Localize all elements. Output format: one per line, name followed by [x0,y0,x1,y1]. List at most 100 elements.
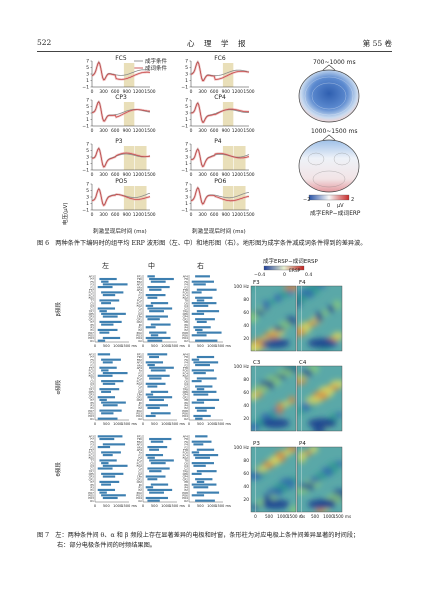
electrode-label: FC2 [137,464,142,468]
spectro-blob [251,504,259,510]
electrode-label: P4 [184,403,188,407]
significance-bar [97,445,111,449]
significance-bar [101,483,112,486]
electrode-label: P7 [90,320,94,324]
y-tick-label: 7 [185,98,188,104]
electrode-label: C5 [90,301,94,305]
spectro-blobs [251,447,296,512]
col-title-left: 左 [102,261,109,270]
electrode-label: CP5 [89,312,94,316]
significance-bar [147,296,158,299]
significance-bar [147,275,155,278]
significance-bar [102,294,116,297]
erp-channel-label: P4 [214,138,222,145]
erp-line-red [91,61,151,81]
electrode-label: FC1 [137,379,142,383]
significance-bar [150,369,166,372]
colorbar-max: 2 [351,197,354,203]
spectro-blob [251,472,262,480]
bar-x-tick-label: 0 [142,422,145,426]
electrode-label: P6 [184,483,188,487]
spectro-blob [251,311,258,323]
spectro-blob [307,499,336,510]
electrode-label: FC6 [183,451,188,455]
electrode-label: P2 [138,488,142,492]
electrode-label: P6 [184,401,188,405]
significance-bar [147,374,170,377]
significance-bar [102,496,118,500]
spectro-blob [251,391,257,401]
significance-bar [147,285,170,289]
bar-x-tick-label: 1500 ms [121,344,137,348]
significance-bar [147,396,173,399]
electrode-label: CPz [137,475,142,479]
electrode-label: P1 [138,403,142,407]
band-row-0: β频段AF3F7F5F3F1FT7FC5FC3FC1T7C5C3C1TP7CP5… [54,275,231,348]
significance-bar [101,323,114,326]
bar-x-tick-label: 1000 [161,344,171,348]
electrode-label: PO8 [182,409,188,413]
significance-bar [149,470,162,473]
electrode-label: T7 [89,459,94,463]
electrode-label: Fz [139,291,143,295]
electrode-label: CP5 [89,390,94,394]
fig7-caption: 图 7 左：两种条件间 θ、α 和 β 频段上存在显著差异的电极和时窗，条形柱为… [37,531,392,551]
x-tick-label: 300 [198,172,207,178]
electrode-label: TP7 [88,309,94,313]
electrode-label: AF3 [137,443,142,447]
electrode-label: P2 [184,328,188,332]
x-tick-label: 1500 [243,128,254,134]
electrode-label: Cz [139,467,143,471]
electrode-label: P5 [90,401,94,405]
erp-line-red [190,187,250,205]
significance-bar [195,417,203,420]
spectro-x-tick-label: 1500 ms [287,514,305,519]
spectro-y-tick-label: 100 Hz [234,445,250,451]
spectro-blob [298,451,306,463]
y-tick-label: −1 [82,85,89,91]
electrode-label: FC4 [183,453,188,457]
electrode-label: PO4 [136,496,142,500]
electrode-label: CPz [137,393,142,397]
electrode-label: C2 [138,312,142,316]
significance-bar [147,318,160,321]
electrode-label: PO3 [88,336,94,340]
x-tick-label: 600 [111,172,120,178]
bar-x-tick-label: 1000 [161,504,171,508]
electrode-label: AFz [137,285,142,289]
significance-bar [193,304,209,307]
bar-x-tick-label: 1500 ms [215,344,231,348]
topo-title-2: 1000~1500 ms [311,128,357,135]
erp-channel-label: P3 [115,138,123,145]
time-window-shade [123,146,135,170]
spectro-y-tick-label: 40 [243,484,249,490]
bar-x-tick-label: 1500 ms [215,422,231,426]
significance-bar [97,374,113,377]
significance-bar [101,401,126,404]
time-window-shade [123,63,135,87]
spectro-y-tick-label: 60 [243,471,249,477]
significance-bar [191,280,214,283]
significance-bar [196,470,217,473]
electrode-label: AF3 [89,275,94,279]
electrode-label: PO5 [88,494,94,498]
y-tick-label: 5 [86,65,89,71]
significance-bar [147,307,173,310]
significance-bar [145,454,164,457]
significance-bar [145,304,154,307]
significance-bar [191,494,205,497]
electrode-label: AF4 [137,448,142,452]
y-tick-label: 5 [185,188,188,194]
electrode-label: FPz [137,437,142,441]
electrode-label: Oz [138,339,142,343]
spectro-blob [321,310,329,316]
electrode-label: FC1 [89,296,94,300]
spectro-y-tick-label: 60 [243,390,249,396]
bar-x-tick-label: 1500 ms [169,504,185,508]
y-tick-label: −1 [181,168,188,174]
electrode-label: C2 [138,390,142,394]
topomap-2: 1000~1500 ms [298,128,360,193]
band-label: θ频段 [54,462,62,477]
